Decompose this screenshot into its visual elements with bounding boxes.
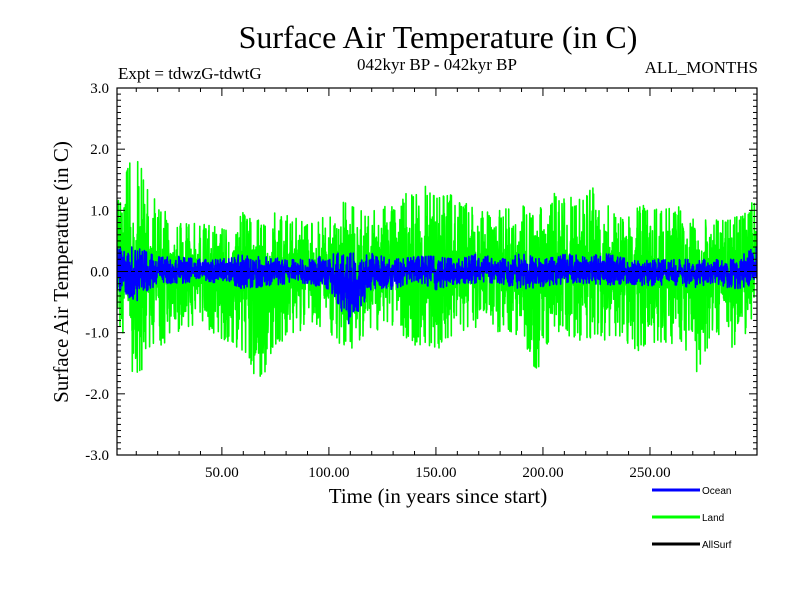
- y-tick-label: 1.0: [90, 203, 109, 219]
- y-tick-label: 2.0: [90, 142, 109, 158]
- legend: Ocean Land AllSurf: [652, 486, 732, 551]
- axes-layer: -3.0 -2.0 -1.0 0.0 1.0 2.0 3.0 50.00 100.00 150.0…: [85, 81, 758, 481]
- x-axis-label: Time (in years since start): [329, 484, 548, 508]
- y-tick-label: -1.0: [85, 326, 109, 342]
- series-layer: [117, 160, 757, 377]
- x-tick-label: 150.00: [415, 465, 456, 481]
- chart-subtitle-months: ALL_MONTHS: [645, 58, 758, 77]
- x-tick-label: 250.00: [629, 465, 670, 481]
- chart-subtitle-period: 042kyr BP - 042kyr BP: [357, 55, 517, 74]
- y-tick-label: 3.0: [90, 81, 109, 97]
- series-line-ocean: [117, 246, 757, 325]
- x-tick-label: 50.00: [205, 465, 239, 481]
- chart-subtitle-experiment: Expt = tdwzG-tdwtG: [118, 64, 262, 83]
- y-axis-label: Surface Air Temperature (in C): [49, 141, 73, 403]
- legend-label-land: Land: [702, 513, 724, 524]
- y-tick-label: 0.0: [90, 265, 109, 281]
- chart-title: Surface Air Temperature (in C): [239, 19, 638, 55]
- legend-label-ocean: Ocean: [702, 486, 731, 497]
- legend-label-allsurf: AllSurf: [702, 540, 732, 551]
- y-tick-label: -3.0: [85, 448, 109, 464]
- series-line-land: [117, 160, 757, 377]
- x-tick-label: 200.00: [522, 465, 563, 481]
- x-tick-label: 100.00: [308, 465, 349, 481]
- y-tick-label: -2.0: [85, 387, 109, 403]
